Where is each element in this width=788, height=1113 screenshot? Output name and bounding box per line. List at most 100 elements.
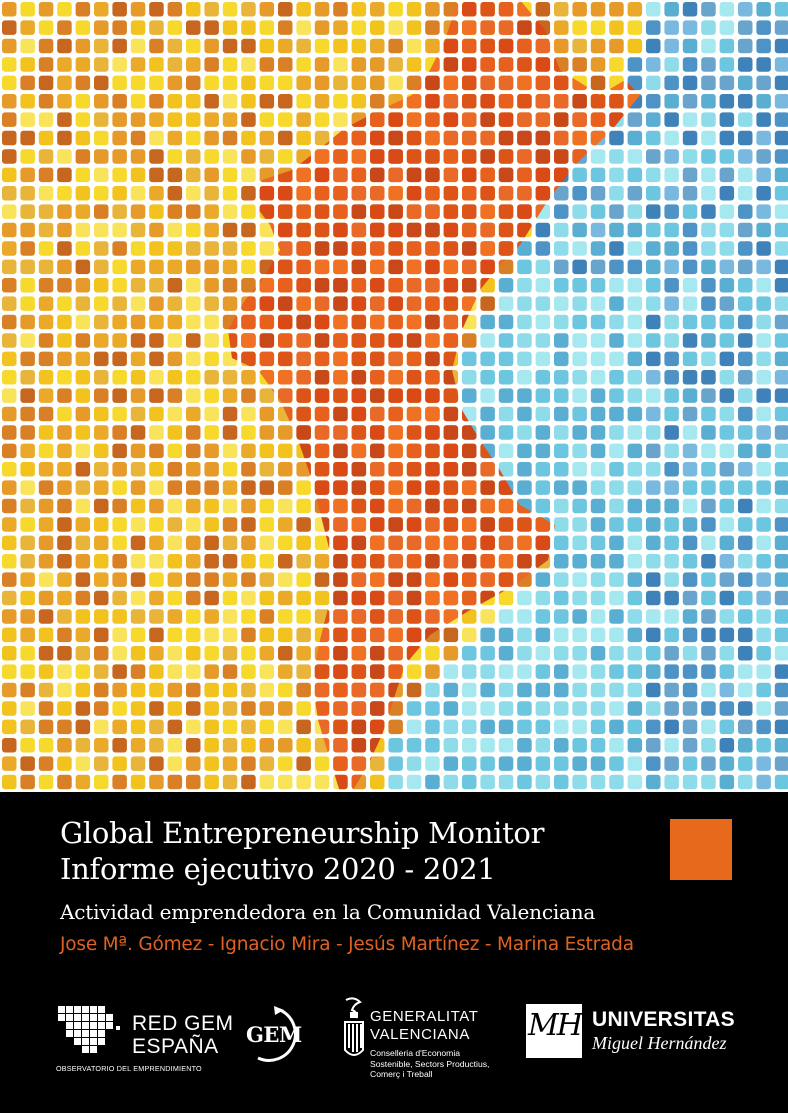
land-tile (20, 186, 35, 201)
sea-tile (590, 701, 606, 716)
sea-tile (738, 535, 753, 551)
sea-tile (756, 296, 771, 311)
land-tile (241, 535, 256, 551)
land-tile (204, 646, 219, 661)
region-tile (462, 498, 477, 514)
sea-tile (517, 259, 532, 275)
land-tile (259, 222, 275, 238)
sea-tile (682, 517, 698, 532)
sea-tile (535, 719, 551, 735)
land-tile (149, 738, 164, 753)
land-tile (388, 2, 403, 17)
region-tile (535, 130, 551, 146)
land-tile (204, 664, 219, 679)
region-tile (314, 186, 330, 201)
land-tile (333, 20, 348, 35)
sea-tile (719, 609, 735, 624)
sea-tile (738, 517, 753, 532)
land-tile (167, 167, 183, 183)
region-tile (462, 167, 477, 183)
region-tile (498, 20, 514, 35)
land-tile (130, 296, 146, 311)
region-tile (462, 535, 477, 551)
sea-tile (627, 554, 643, 569)
land-tile (94, 425, 109, 440)
region-tile (314, 646, 330, 661)
region-tile (498, 112, 514, 127)
land-tile (167, 498, 183, 514)
land-tile (167, 701, 183, 716)
land-tile (572, 2, 587, 17)
land-tile (388, 719, 403, 735)
region-tile (296, 314, 311, 330)
land-tile (2, 314, 17, 330)
land-tile (259, 590, 275, 606)
region-tile (333, 756, 348, 771)
land-tile (259, 94, 275, 109)
land-tile (222, 572, 238, 587)
region-tile (278, 278, 293, 293)
land-tile (370, 57, 385, 72)
region-tile (333, 351, 348, 367)
land-tile (388, 701, 403, 716)
region-tile (351, 296, 367, 311)
sea-tile (627, 314, 643, 330)
region-tile (388, 388, 403, 403)
sea-tile (572, 756, 587, 771)
sea-tile (609, 646, 624, 661)
region-tile (351, 186, 367, 201)
sea-tile (738, 609, 753, 624)
sea-tile (682, 2, 698, 17)
region-tile (351, 627, 367, 643)
land-tile (57, 57, 72, 72)
land-tile (259, 517, 275, 532)
sea-tile (554, 462, 569, 477)
sea-tile (701, 38, 716, 54)
land-tile (167, 314, 183, 330)
region-tile (314, 443, 330, 459)
sea-tile (609, 296, 624, 311)
sea-tile (535, 627, 551, 643)
region-tile (406, 222, 422, 238)
region-tile (535, 112, 551, 127)
sea-tile (535, 646, 551, 661)
sea-tile (701, 130, 716, 146)
land-tile (2, 535, 17, 551)
land-tile (204, 738, 219, 753)
generalitat-line2: VALENCIANA (370, 1026, 470, 1043)
land-tile (20, 738, 35, 753)
sea-tile (590, 388, 606, 403)
land-tile (149, 701, 164, 716)
land-tile (75, 57, 91, 72)
land-tile (2, 480, 17, 495)
land-tile (241, 664, 256, 679)
sea-tile (572, 774, 587, 790)
land-tile (94, 57, 109, 72)
sea-tile (682, 278, 698, 293)
land-tile (296, 572, 311, 587)
land-tile (57, 222, 72, 238)
land-tile (57, 646, 72, 661)
sea-tile (756, 167, 771, 183)
sea-tile (664, 517, 679, 532)
sea-tile (774, 314, 788, 330)
land-tile (204, 480, 219, 495)
region-tile (498, 572, 514, 587)
sea-tile (738, 204, 753, 219)
region-tile (498, 94, 514, 109)
land-tile (186, 259, 201, 275)
sea-tile (719, 572, 735, 587)
sea-tile (646, 443, 661, 459)
land-tile (370, 38, 385, 54)
sea-tile (774, 646, 788, 661)
land-tile (406, 38, 422, 54)
land-tile (204, 554, 219, 569)
land-tile (20, 130, 35, 146)
red-gem-line2: ESPAÑA (132, 1035, 219, 1058)
land-tile (57, 774, 72, 790)
land-tile (57, 20, 72, 35)
region-tile (351, 259, 367, 275)
sea-tile (682, 222, 698, 238)
sea-tile (498, 756, 514, 771)
region-tile (425, 75, 440, 91)
